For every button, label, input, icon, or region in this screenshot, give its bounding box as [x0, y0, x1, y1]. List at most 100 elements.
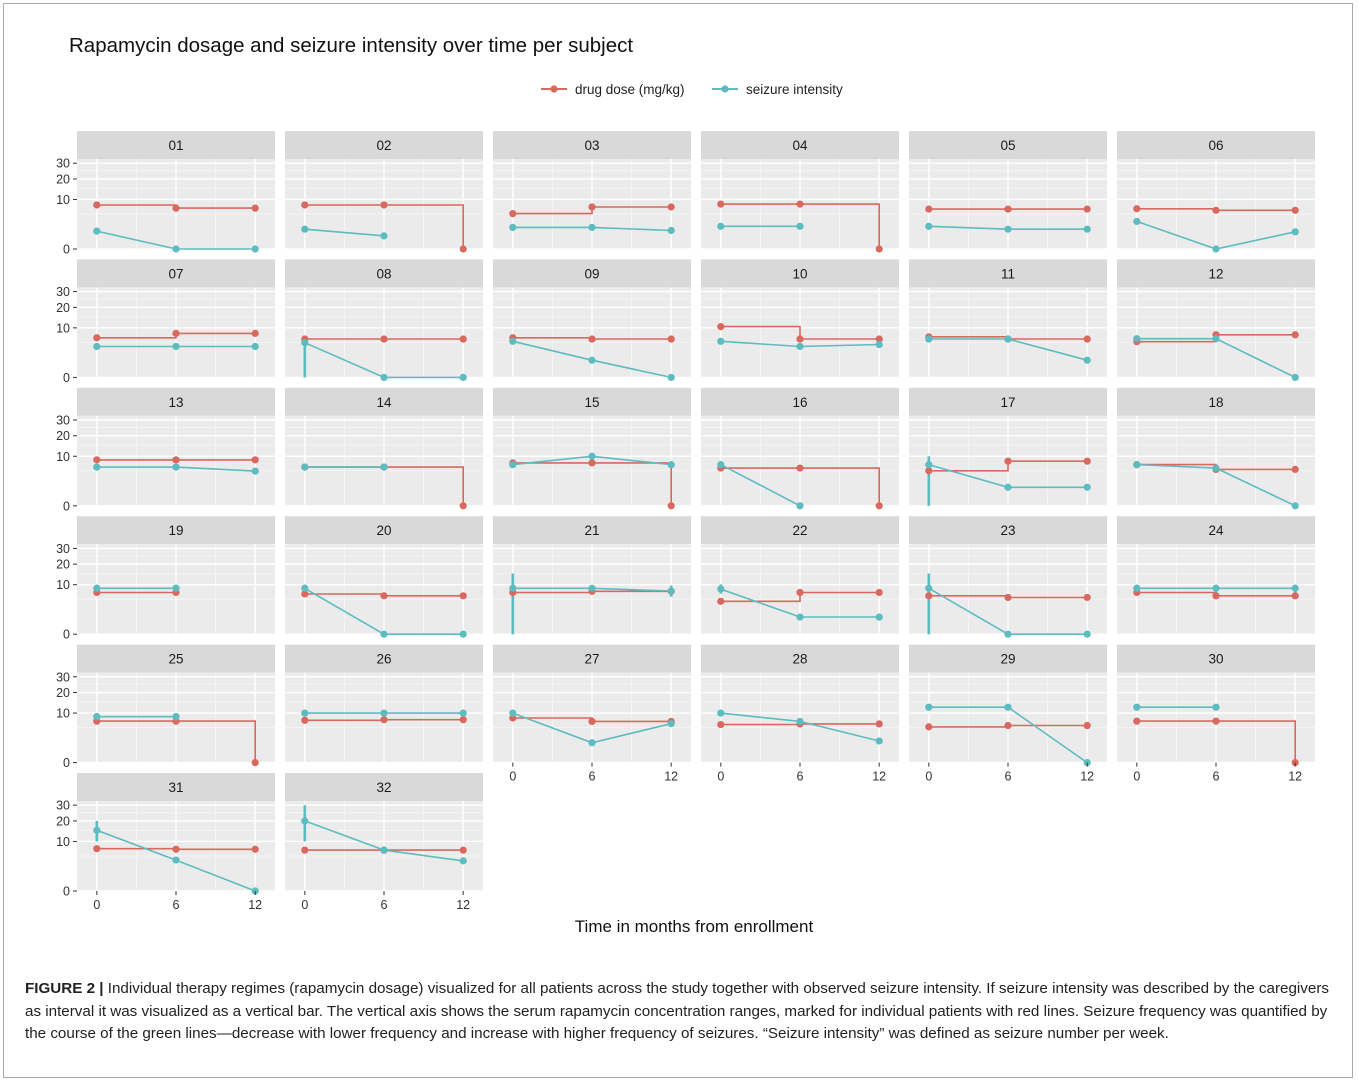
seizure-point: [251, 467, 259, 475]
dose-point: [380, 716, 388, 724]
seizure-point: [509, 223, 517, 232]
seizure-point: [93, 342, 101, 351]
y-tick-label: 20: [56, 814, 70, 828]
seizure-point: [1212, 464, 1220, 472]
dose-point: [1083, 205, 1091, 213]
seizure-point: [667, 587, 675, 595]
seizure-point: [717, 585, 725, 593]
legend-label-dose: drug dose (mg/kg): [575, 82, 685, 97]
seizure-point: [301, 463, 309, 471]
facet-label: 13: [168, 395, 183, 410]
dose-point: [172, 845, 180, 853]
seizure-point: [1291, 373, 1299, 381]
y-tick-label: 20: [56, 429, 70, 443]
seizure-point: [1291, 584, 1299, 592]
faceted-line-chart: Rapamycin dosage and seizure intensity o…: [56, 34, 1315, 936]
seizure-point: [796, 613, 804, 621]
facet-strip: [493, 516, 691, 545]
dose-point: [459, 716, 467, 724]
dose-point: [459, 245, 467, 253]
seizure-point: [93, 463, 101, 471]
dose-point: [172, 456, 180, 464]
seizure-point: [925, 335, 933, 343]
y-tick-label: 0: [63, 885, 70, 899]
seizure-point: [172, 245, 180, 253]
dose-point: [93, 456, 101, 464]
dose-point: [1212, 206, 1220, 214]
dose-point: [509, 210, 517, 218]
dose-point: [796, 335, 804, 343]
caption-text: Individual therapy regimes (rapamycin do…: [25, 980, 1329, 1042]
facet-strip: [701, 131, 899, 159]
facet-label: 12: [1208, 266, 1223, 281]
dose-point: [172, 204, 180, 212]
dose-point: [667, 203, 675, 211]
seizure-point: [301, 339, 309, 347]
seizure-point: [172, 342, 180, 351]
y-tick-label: 0: [63, 499, 70, 513]
dose-point: [796, 588, 804, 597]
y-tick-label: 0: [63, 371, 70, 385]
facet-panel-03: 03: [493, 131, 691, 250]
seizure-point: [251, 245, 259, 253]
y-tick-label: 20: [56, 558, 70, 572]
seizure-point: [172, 584, 180, 592]
dose-point: [667, 335, 675, 343]
facet-label: 29: [1000, 652, 1015, 667]
facet-label: 32: [376, 780, 391, 795]
dose-point: [1004, 593, 1012, 602]
seizure-point: [796, 222, 804, 230]
x-tick-label: 0: [925, 770, 932, 784]
seizure-point: [172, 856, 180, 864]
seizure-point: [1212, 703, 1220, 711]
seizure-point: [1133, 217, 1141, 226]
facet-strip: [909, 131, 1107, 159]
y-tick-label: 0: [63, 243, 70, 257]
x-tick-label: 0: [1133, 770, 1140, 784]
seizure-point: [1133, 461, 1141, 469]
y-tick-label: 30: [56, 285, 70, 299]
facet-label: 20: [376, 523, 391, 538]
seizure-point: [1004, 483, 1012, 491]
x-tick-label: 6: [1213, 770, 1220, 784]
seizure-point: [796, 502, 804, 510]
dose-point: [875, 588, 883, 597]
dose-point: [301, 590, 309, 598]
facet-strip: [909, 387, 1107, 416]
seizure-point: [588, 739, 596, 747]
facet-label: 04: [792, 138, 808, 153]
y-tick-label: 10: [56, 450, 70, 464]
y-tick-label: 30: [56, 157, 70, 171]
seizure-point: [925, 222, 933, 230]
facet-panel-04: 04: [701, 131, 899, 253]
seizure-point: [667, 719, 675, 728]
facet-label: 09: [584, 266, 599, 281]
dose-point: [796, 200, 804, 208]
dose-point: [588, 459, 596, 467]
facet-label: 21: [584, 523, 599, 538]
chart-title: Rapamycin dosage and seizure intensity o…: [69, 34, 633, 57]
x-tick-label: 0: [509, 770, 516, 784]
facet-panel-18: 18: [1117, 387, 1315, 510]
x-tick-label: 6: [797, 770, 804, 784]
seizure-point: [875, 737, 883, 745]
facet-label: 01: [168, 138, 183, 153]
seizure-point: [380, 630, 388, 638]
seizure-point: [717, 222, 725, 230]
facet-panel-17: 17: [909, 387, 1107, 507]
y-tick-label: 10: [56, 578, 70, 592]
facet-strip: [1117, 387, 1315, 416]
x-tick-label: 6: [173, 898, 180, 912]
dose-point: [717, 597, 725, 605]
x-tick-label: 12: [1080, 770, 1094, 784]
seizure-point: [925, 584, 933, 592]
x-tick-label: 12: [1288, 770, 1302, 784]
dose-point: [380, 592, 388, 600]
seizure-point: [1004, 703, 1012, 711]
dose-point: [1083, 335, 1091, 343]
dose-point: [301, 716, 309, 724]
seizure-point: [1083, 630, 1091, 638]
facet-panel-12: 12: [1117, 259, 1315, 381]
facet-strip: [909, 644, 1107, 673]
